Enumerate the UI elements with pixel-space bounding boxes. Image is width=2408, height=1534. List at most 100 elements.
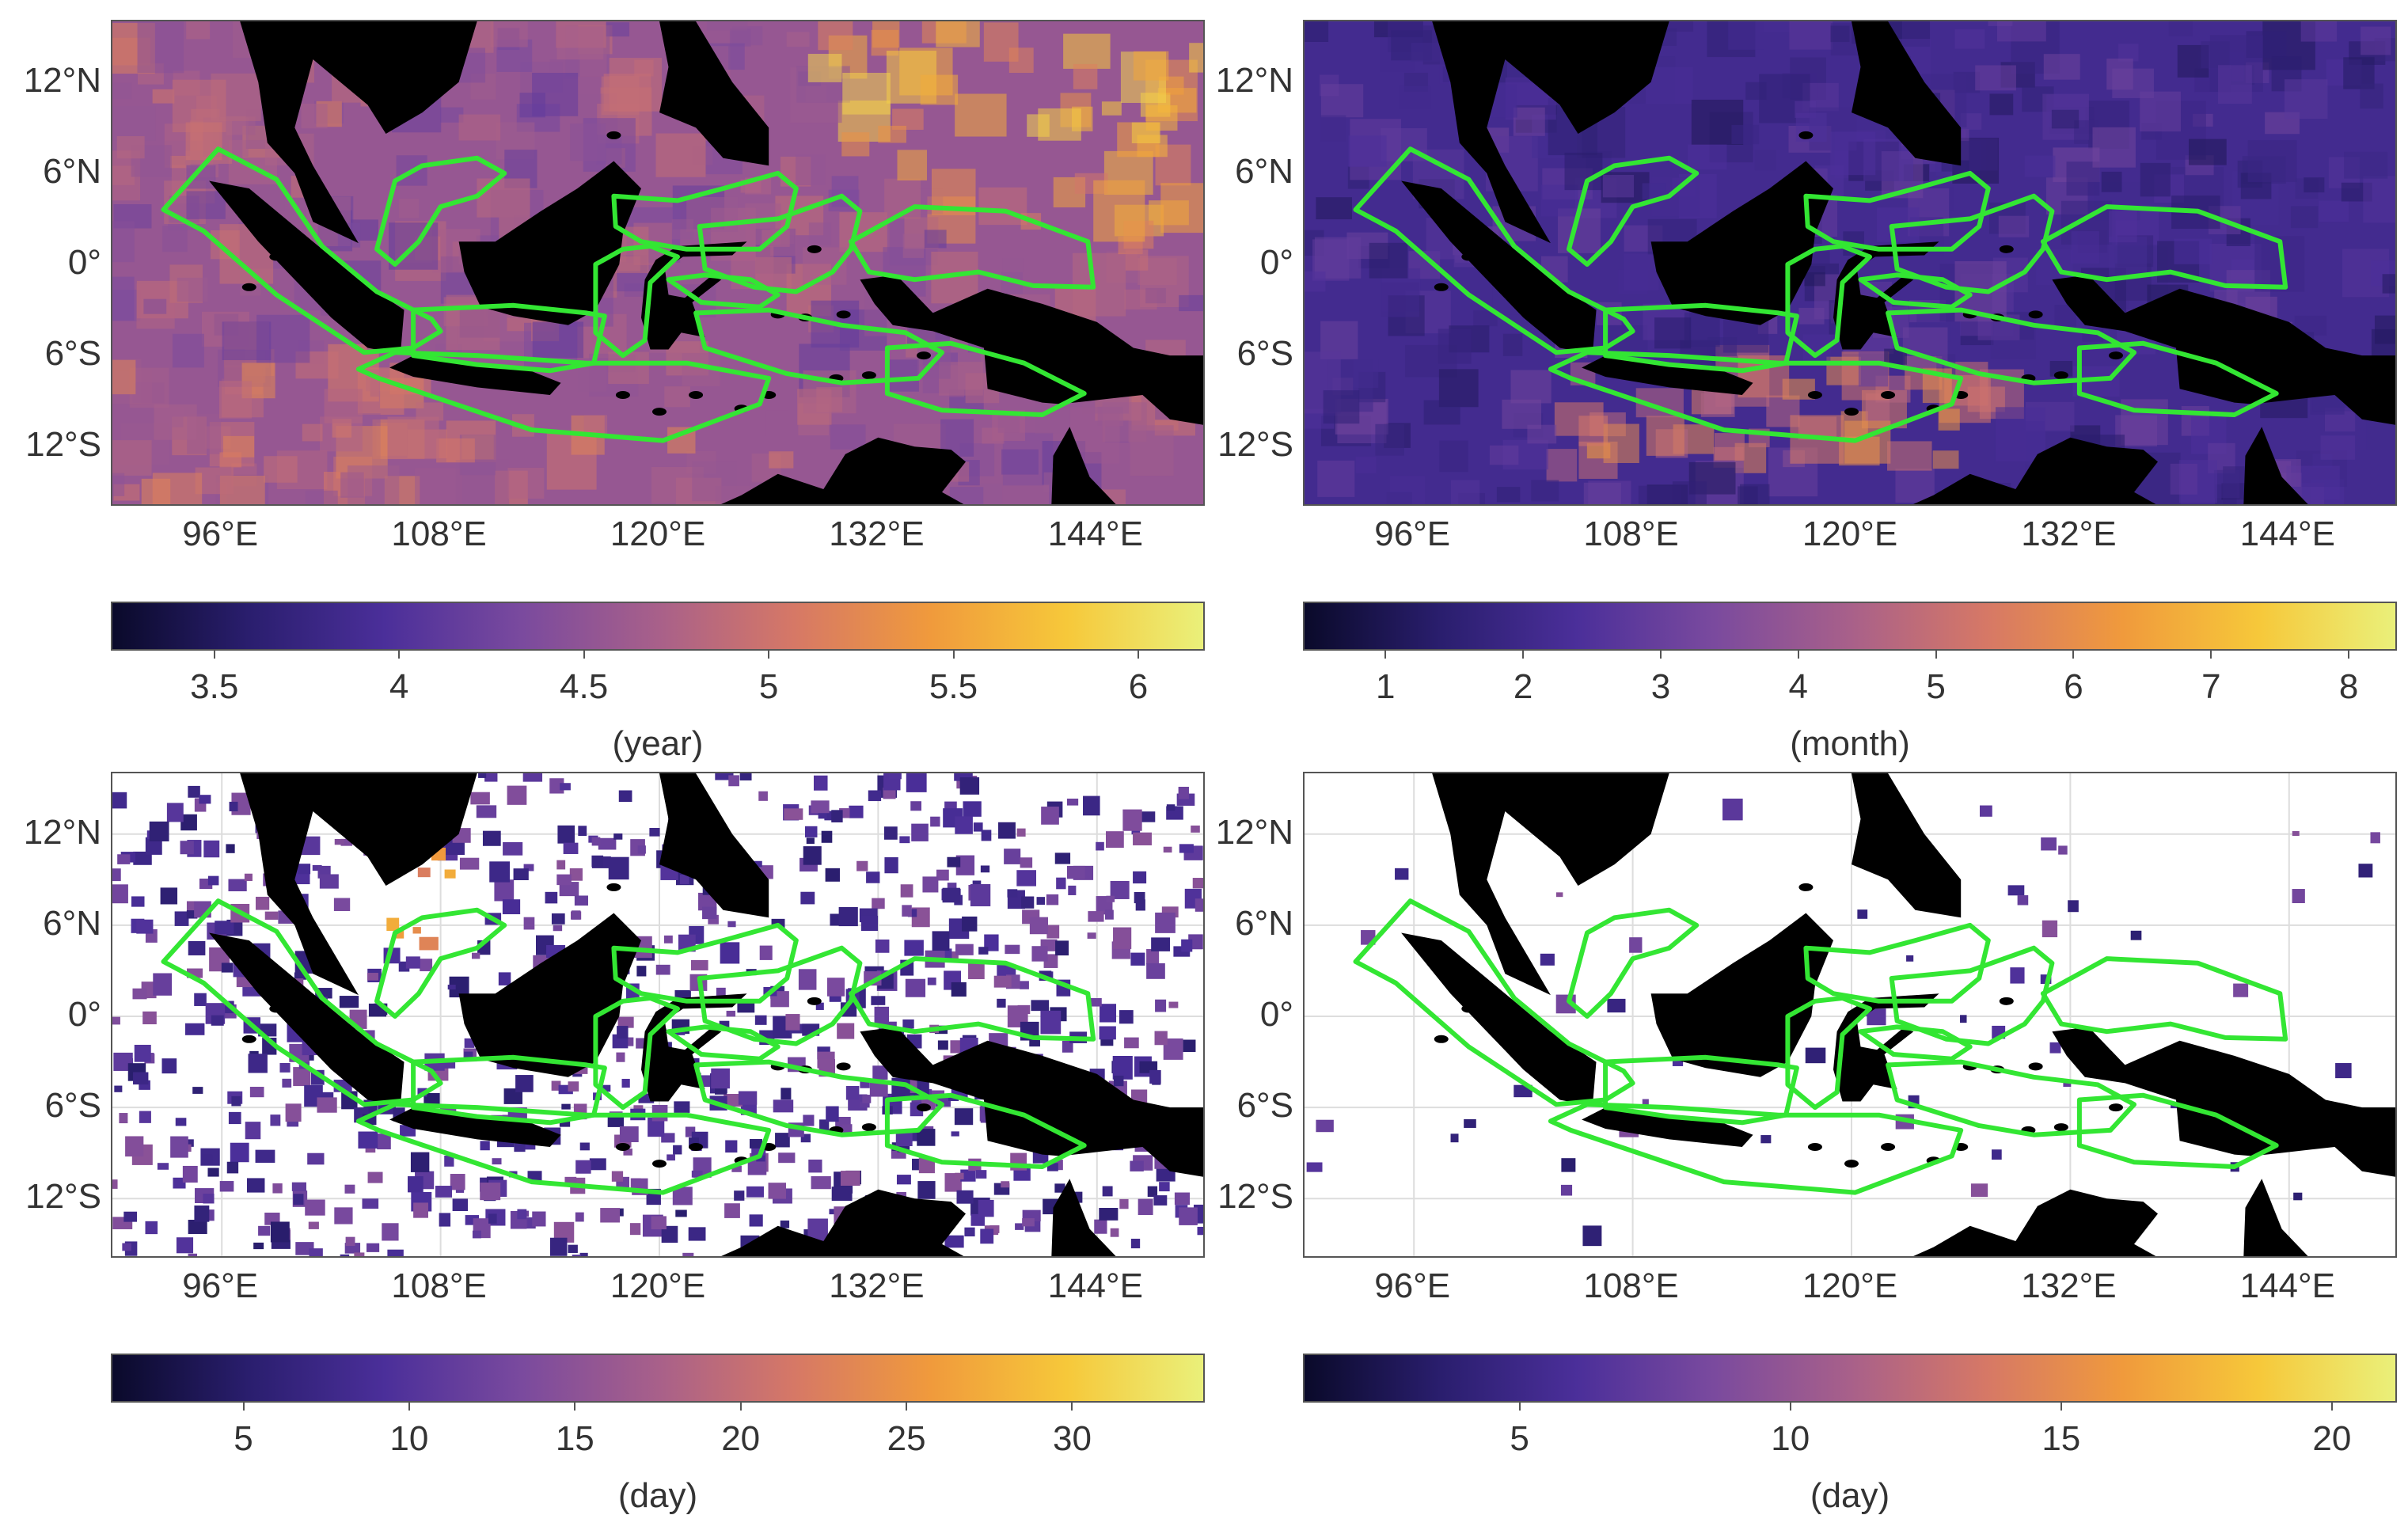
lat-tick-label: 0°	[1259, 995, 1293, 1034]
sulawesi-sea-region	[611, 922, 799, 1004]
colorbar-tick-label: 4.5	[560, 667, 609, 706]
island	[1434, 283, 1449, 291]
island	[1798, 131, 1814, 139]
island	[1944, 139, 1959, 147]
lat-tick-label: 6°S	[44, 334, 101, 374]
banda-region	[1886, 307, 2136, 385]
island	[1798, 883, 1814, 891]
colorbar-tickmark	[2330, 1403, 2333, 1411]
colorbar-tick-label: 4	[389, 667, 409, 706]
lon-tick-label: 96°E	[182, 514, 259, 553]
colorbar-tick-label: 15	[2041, 1419, 2081, 1458]
lon-tick-label: 96°E	[1374, 514, 1451, 553]
map-top-right	[1303, 20, 2397, 506]
island	[269, 253, 284, 261]
colorbar-tick-label: 5	[758, 667, 779, 706]
arafura-region	[884, 1092, 1087, 1169]
sumatra-land	[1401, 180, 1597, 355]
island	[807, 245, 822, 253]
cape-york-land	[1051, 427, 1116, 504]
colorbar-tickmark	[1935, 651, 1937, 659]
colorbar-tickmark	[2072, 651, 2075, 659]
colorbar-top-right	[1303, 602, 2397, 651]
island	[707, 845, 722, 853]
lat-tick-label: 12°N	[23, 60, 101, 100]
island	[1881, 391, 1896, 400]
lon-tick-label: 120°E	[610, 514, 706, 553]
island	[1881, 1143, 1896, 1152]
colorbar-tick-label: 25	[887, 1419, 926, 1458]
colorbar-tick-label: 20	[721, 1419, 761, 1458]
banda-region	[693, 307, 944, 385]
island	[1461, 253, 1476, 261]
colorbar-tick-label: 5.5	[929, 667, 978, 706]
colorbar-tickmark	[1518, 1403, 1521, 1411]
colorbar-tick-label: 20	[2312, 1419, 2352, 1458]
lat-tick-label: 12°N	[1215, 812, 1293, 852]
lon-tick-label: 144°E	[1047, 1266, 1143, 1305]
island	[707, 93, 722, 101]
colorbar-tickmark	[906, 1403, 908, 1411]
colorbar-tickmark	[1071, 1403, 1073, 1411]
colorbar-tick-label: 5	[234, 1419, 253, 1458]
lon-tick-label: 132°E	[829, 514, 925, 553]
makassar-region	[593, 244, 680, 359]
map-bottom-right	[1303, 772, 2397, 1258]
natuna-region	[1567, 155, 1700, 267]
colorbar-tickmark	[574, 1403, 576, 1411]
north-papua-region	[2040, 204, 2288, 290]
island	[2053, 371, 2068, 380]
colorbar-bottom-right	[1303, 1354, 2397, 1403]
andaman-sumatra-region	[161, 898, 443, 1107]
island	[488, 374, 503, 382]
colorbar-tick-label: 6	[2064, 667, 2083, 706]
island	[1899, 93, 1914, 101]
colorbar-unit-label: (day)	[1810, 1476, 1890, 1515]
island	[916, 1103, 931, 1112]
island	[689, 1143, 704, 1152]
andaman-sumatra-region	[1353, 146, 1635, 355]
colorbar-tick-label: 30	[1053, 1419, 1092, 1458]
colorbar-tick-label: 7	[2201, 667, 2221, 706]
colorbar-tickmark	[1659, 651, 1662, 659]
island	[652, 408, 667, 416]
island	[1899, 845, 1914, 853]
island	[1461, 1004, 1476, 1013]
lon-tick-label: 108°E	[391, 1266, 487, 1305]
colorbar-tickmark	[768, 651, 770, 659]
island	[1999, 997, 2014, 1005]
north-papua-region	[848, 204, 1096, 290]
lon-tick-label: 120°E	[1802, 1266, 1898, 1305]
colorbar-tick-label: 10	[389, 1419, 429, 1458]
colorbar-tick-label: 3.5	[190, 667, 239, 706]
cape-york-land	[1051, 1179, 1116, 1256]
island	[861, 1123, 876, 1132]
lon-tick-label: 132°E	[829, 1266, 925, 1305]
colorbar-tickmark	[242, 1403, 245, 1411]
australia-land	[1913, 437, 2158, 504]
lon-tick-label: 132°E	[2021, 514, 2117, 553]
australia-land	[721, 437, 966, 504]
colorbar-tickmark	[1797, 651, 1799, 659]
lat-tick-label: 6°S	[44, 1086, 101, 1126]
lon-tick-label: 144°E	[2239, 514, 2335, 553]
new-guinea-land	[860, 275, 1203, 425]
sulawesi-sea-region	[1803, 922, 1991, 1004]
colorbar-tickmark	[2210, 651, 2212, 659]
island	[488, 1126, 503, 1134]
island	[2108, 1103, 2123, 1112]
gulf-tomini-region	[666, 1024, 781, 1061]
island	[989, 1130, 1005, 1139]
java-land	[1582, 355, 1753, 395]
andaman-sumatra-region	[161, 146, 443, 355]
region-boundaries	[161, 146, 1096, 443]
colorbar-tickmark	[739, 1403, 742, 1411]
north-papua-region	[2040, 956, 2288, 1042]
natuna-region	[1567, 907, 1700, 1019]
island	[241, 1035, 256, 1043]
island	[606, 883, 621, 891]
colorbar-tickmark	[1384, 651, 1387, 659]
sumatra-land	[209, 180, 404, 355]
lat-tick-label: 12°S	[25, 1177, 101, 1217]
lon-tick-label: 108°E	[1583, 1266, 1679, 1305]
